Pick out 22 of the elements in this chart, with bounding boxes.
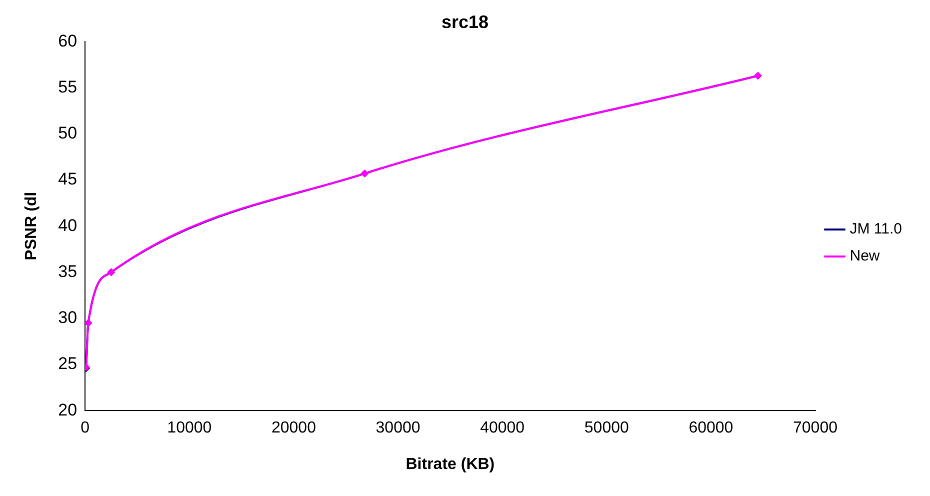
x-tick-label: 60000: [688, 420, 734, 437]
x-tick-label: 40000: [480, 420, 525, 437]
legend-label: JM 11.0: [850, 220, 902, 238]
y-tick-label: 35: [58, 262, 78, 281]
y-tick-label: 25: [58, 354, 78, 374]
x-tick-label: 50000: [584, 420, 629, 437]
y-tick-label: 40: [58, 216, 78, 235]
y-tick-label: 45: [58, 170, 78, 189]
x-tick-label: 70000: [793, 420, 838, 437]
y-tick-label: 50: [58, 124, 78, 143]
x-tick-label: 10000: [167, 420, 212, 437]
y-tick-label: 60: [58, 31, 78, 50]
x-axis-title: Bitrate (KB): [406, 456, 495, 473]
legend-label: New: [850, 248, 880, 265]
x-tick-label: 0: [80, 420, 90, 437]
y-tick-label: 55: [58, 77, 78, 96]
x-tick-label: 20000: [271, 420, 316, 437]
y-tick-label: 30: [58, 308, 78, 328]
chart-title: src18: [441, 12, 489, 32]
y-axis-title: PSNR (dl: [23, 192, 40, 260]
y-tick-label: 20: [58, 400, 78, 420]
x-tick-label: 30000: [376, 420, 420, 437]
